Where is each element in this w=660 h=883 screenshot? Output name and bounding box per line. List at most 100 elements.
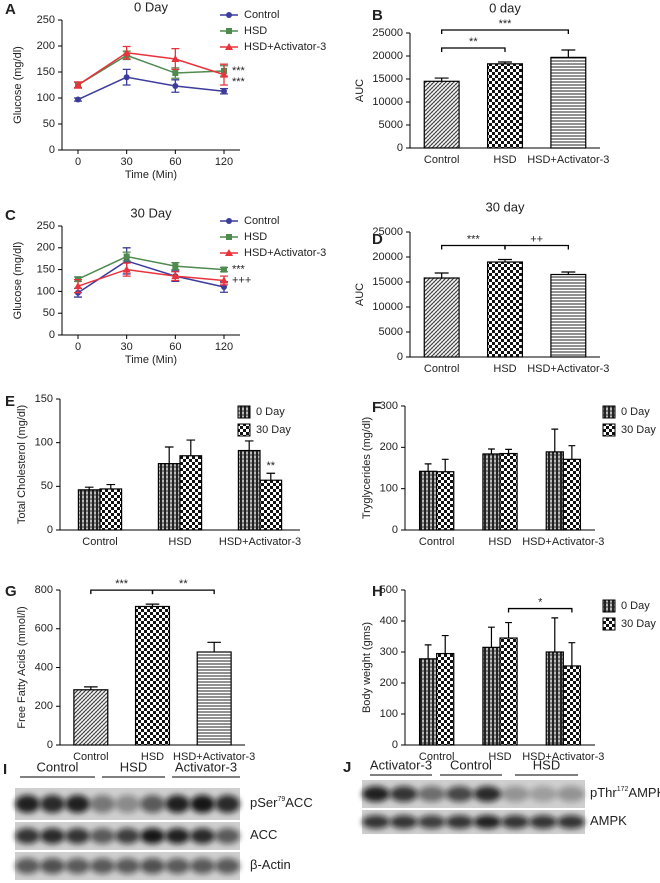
bar (486, 261, 524, 358)
marker (122, 48, 131, 56)
bar (482, 646, 501, 746)
blot-band (40, 858, 65, 874)
bar (99, 488, 123, 531)
bar (259, 479, 283, 531)
blot-band (15, 795, 40, 813)
bar (562, 458, 582, 531)
blot-band (389, 786, 418, 802)
y-tick-label: 20000 (372, 251, 403, 263)
blot-band (90, 795, 115, 813)
blot-band (190, 795, 215, 813)
chart-title: 0 day (489, 0, 521, 15)
panel-letter: C (5, 207, 16, 224)
bar (423, 80, 460, 149)
significance: *** (115, 578, 129, 590)
blot-band (90, 828, 115, 844)
blot-band (165, 828, 190, 844)
series-line (77, 260, 225, 294)
error-bar (505, 621, 512, 639)
legend-swatch (602, 423, 616, 437)
lane-label: HSD (533, 757, 560, 772)
y-tick-label: 50 (41, 480, 53, 492)
x-tick-label: HSD (488, 751, 511, 763)
panel-letter: H (372, 583, 383, 600)
bar (237, 449, 261, 531)
y-tick-label: 200 (380, 441, 398, 453)
error-bar (266, 472, 276, 481)
legend-label: HSD (244, 231, 267, 243)
marker (226, 28, 232, 34)
blot-band (473, 786, 502, 802)
x-tick-label: HSD+Activator-3 (527, 154, 609, 166)
blot-band (529, 786, 558, 802)
lane-label: Activator-3 (175, 759, 237, 774)
series-line (77, 255, 225, 280)
panel-letter: J (343, 759, 351, 776)
y-tick-label: 0 (397, 351, 403, 363)
y-tick-label: 600 (35, 623, 53, 635)
significance: * (538, 596, 543, 608)
marker (225, 249, 233, 256)
row-label-part: AMPK (590, 813, 627, 828)
legend-label: 30 Day (256, 424, 291, 436)
bar (562, 665, 582, 746)
marker (225, 43, 233, 50)
bar (73, 689, 109, 746)
blot-band (115, 795, 140, 813)
x-tick-label: HSD (493, 363, 516, 375)
x-tick-label: 0 (75, 156, 81, 168)
x-tick-label: HSD+Activator-3 (522, 751, 604, 763)
bar (499, 452, 518, 531)
row-label-part: β-Actin (250, 857, 291, 872)
blot-band (445, 815, 474, 829)
x-axis-label: Time (Min) (125, 354, 177, 366)
blot-band (389, 815, 418, 829)
y-tick-label: 100 (380, 708, 398, 720)
significance: *** (232, 65, 246, 77)
y-tick-label: 200 (37, 40, 55, 52)
x-tick-label: 0 (75, 341, 81, 353)
row-label-part: pSer (250, 795, 278, 810)
x-tick-label: HSD (141, 751, 164, 763)
legend-label: HSD (244, 25, 267, 37)
row-label-part: 79 (277, 796, 285, 803)
error-bar (441, 458, 449, 472)
y-axis-label: AUC (354, 283, 366, 306)
y-tick-label: 5000 (379, 326, 403, 338)
blot-band (140, 795, 165, 813)
blot-band (65, 858, 90, 874)
bar (436, 471, 455, 531)
blot-band (90, 858, 115, 874)
y-axis-label: Glucose (mg/dl) (12, 46, 24, 124)
y-tick-label: 10000 (372, 96, 403, 108)
significance-bracket (507, 607, 573, 613)
lane-label: HSD (120, 759, 147, 774)
bar (545, 451, 564, 531)
legend-swatch (237, 423, 251, 437)
error-bar (164, 446, 174, 464)
y-tick-label: 250 (37, 14, 55, 26)
marker (226, 234, 232, 240)
y-tick-label: 25000 (372, 27, 403, 39)
x-tick-label: Control (82, 536, 117, 548)
x-tick-label: HSD (493, 154, 516, 166)
significance-bracket (441, 29, 569, 34)
y-tick-label: 10000 (372, 301, 403, 313)
error-bar (568, 642, 576, 666)
marker (74, 81, 82, 88)
bar (550, 56, 587, 149)
x-tick-label: HSD+Activator-3 (173, 751, 255, 763)
y-tick-label: 100 (380, 483, 398, 495)
y-tick-label: 100 (37, 92, 55, 104)
x-axis-label: Time (Min) (125, 169, 177, 181)
marker (75, 96, 81, 103)
y-tick-label: 150 (37, 66, 55, 78)
chart-title: 0 Day (134, 0, 168, 14)
series-line (77, 76, 225, 101)
error-bar (186, 439, 196, 456)
legend-label: HSD+Activator-3 (244, 41, 326, 53)
significance: ** (179, 578, 188, 590)
blot-band (115, 828, 140, 844)
marker (171, 55, 180, 62)
y-tick-label: 500 (380, 584, 398, 596)
